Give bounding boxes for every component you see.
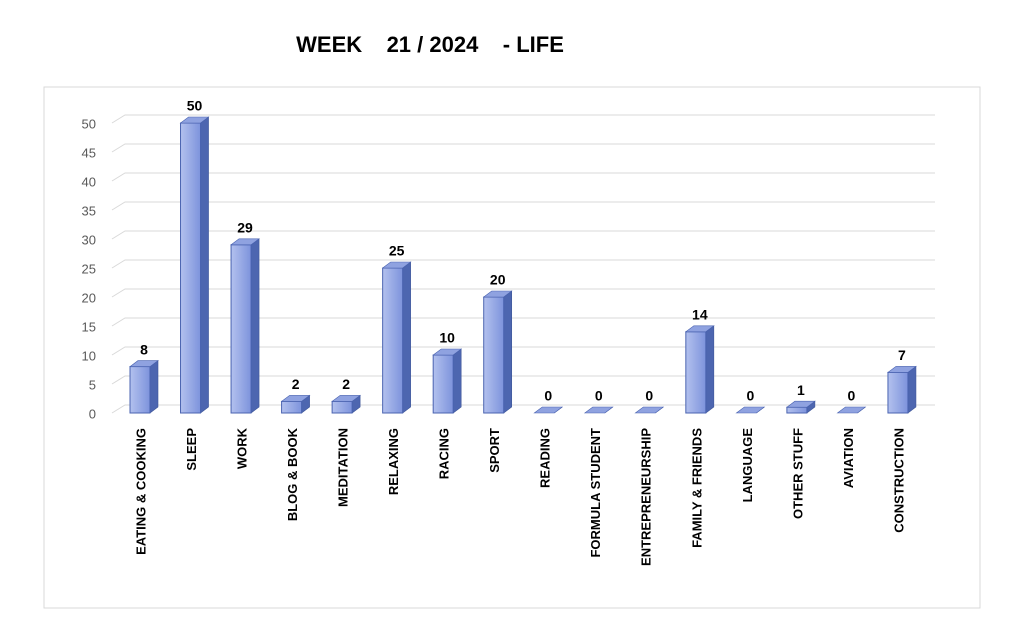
grid-line xyxy=(111,346,935,356)
bar xyxy=(382,267,404,414)
value-label: 0 xyxy=(645,388,653,404)
grid-line xyxy=(111,114,935,124)
value-label: 50 xyxy=(187,98,203,114)
value-label: 8 xyxy=(140,341,148,357)
grid-line xyxy=(111,375,935,385)
bar xyxy=(432,354,454,414)
bar-side xyxy=(503,290,513,414)
value-label: 29 xyxy=(237,220,253,236)
y-tick-label: 20 xyxy=(82,290,96,305)
value-label: 2 xyxy=(292,376,300,392)
bar-top xyxy=(836,406,867,414)
x-tick-label: WORK xyxy=(234,427,249,469)
x-tick-label: MEDITATION xyxy=(336,428,351,507)
x-tick-label: SLEEP xyxy=(184,428,199,471)
y-tick-label: 45 xyxy=(82,145,96,160)
value-label: 14 xyxy=(692,307,708,323)
y-tick-label: 50 xyxy=(82,116,96,131)
value-label: 10 xyxy=(439,330,455,346)
x-tick-label: READING xyxy=(538,428,553,488)
grid-line xyxy=(111,143,935,153)
grid-line xyxy=(111,259,935,269)
bar-top xyxy=(583,406,614,414)
bar-side xyxy=(250,238,260,414)
value-label: 25 xyxy=(389,243,405,259)
x-tick-label: EATING & COOKING xyxy=(133,428,148,555)
bar-top xyxy=(230,238,260,246)
value-label: 0 xyxy=(544,388,552,404)
x-tick-label: FORMULA STUDENT xyxy=(588,428,603,558)
x-tick-label: FAMILY & FRIENDS xyxy=(689,428,704,548)
bar xyxy=(281,400,303,414)
bar-top xyxy=(684,325,715,333)
bar-top xyxy=(634,406,665,414)
bar-top xyxy=(735,406,766,414)
bar-top xyxy=(482,290,513,298)
bar xyxy=(129,366,151,414)
x-tick-label: RELAXING xyxy=(386,428,401,495)
y-tick-label: 10 xyxy=(82,348,96,363)
x-tick-label: BLOG & BOOK xyxy=(285,427,300,521)
bar-top xyxy=(533,406,564,414)
bar-side xyxy=(200,116,209,414)
bar-side xyxy=(452,348,462,414)
grid-line xyxy=(111,404,935,414)
x-tick-label: ENTREPRENEURSHIP xyxy=(639,428,654,566)
grid-line xyxy=(111,230,935,240)
chart-title: WEEK 21 / 2024 - LIFE xyxy=(296,32,564,57)
y-tick-label: 40 xyxy=(82,174,96,189)
x-tick-label: AVIATION xyxy=(841,428,856,488)
bar-top xyxy=(887,366,917,373)
bar xyxy=(331,400,353,414)
bar-top xyxy=(280,395,311,402)
bar-side xyxy=(705,325,715,414)
y-tick-label: 0 xyxy=(89,406,96,421)
y-tick-label: 15 xyxy=(82,319,96,334)
bar xyxy=(230,244,252,414)
value-label: 20 xyxy=(490,272,506,288)
y-tick-label: 25 xyxy=(82,261,96,276)
value-label: 0 xyxy=(848,388,856,404)
grid-line xyxy=(111,172,935,182)
value-label: 2 xyxy=(342,376,350,392)
bar xyxy=(685,331,707,414)
bar xyxy=(483,296,505,414)
grid-line xyxy=(111,201,935,211)
grid-line xyxy=(111,317,935,327)
bar-top xyxy=(129,360,159,367)
bar xyxy=(180,122,202,414)
x-tick-label: RACING xyxy=(437,428,452,479)
bar-top xyxy=(432,348,463,356)
y-tick-label: 30 xyxy=(82,232,96,247)
y-tick-label: 35 xyxy=(82,203,96,218)
x-tick-label: LANGUAGE xyxy=(740,428,755,503)
x-tick-label: CONSTRUCTION xyxy=(891,428,906,533)
value-label: 0 xyxy=(746,388,754,404)
bar-top xyxy=(331,395,362,402)
value-label: 1 xyxy=(797,382,805,398)
bar-side xyxy=(402,261,411,414)
bar xyxy=(786,406,808,414)
bar-top xyxy=(179,116,210,124)
bar xyxy=(887,371,909,414)
grid-line xyxy=(111,288,935,298)
value-label: 0 xyxy=(595,388,603,404)
bar-side xyxy=(149,360,159,414)
bar-top xyxy=(381,261,412,269)
x-tick-label: OTHER STUFF xyxy=(790,428,805,519)
value-label: 7 xyxy=(898,347,906,363)
y-tick-label: 5 xyxy=(89,377,96,392)
bar-top xyxy=(785,400,816,408)
bar-side xyxy=(907,365,917,414)
x-tick-label: SPORT xyxy=(487,428,502,473)
